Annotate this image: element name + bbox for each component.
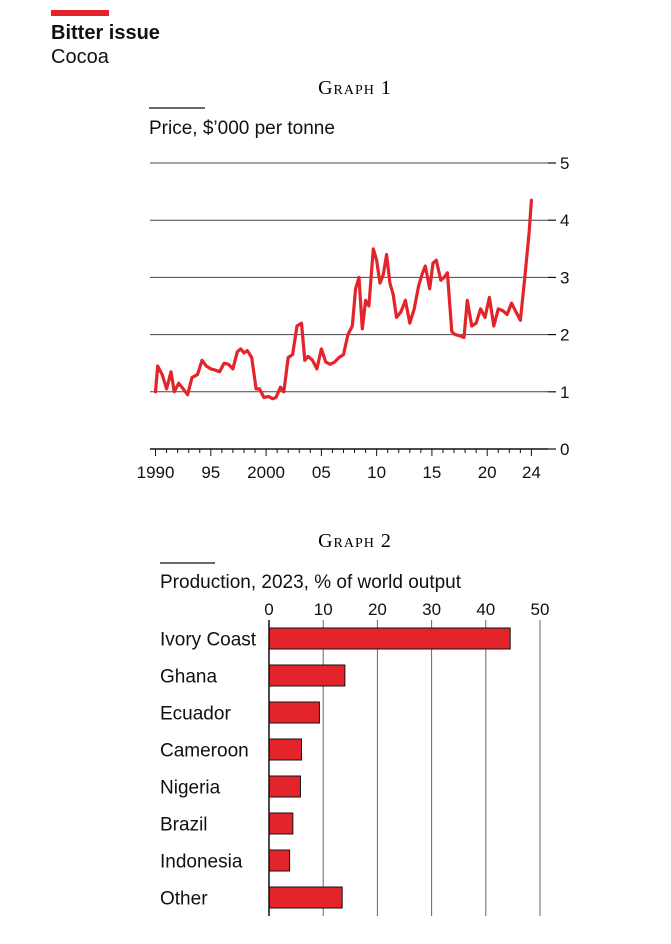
bar (268, 886, 343, 909)
x-tick-label: 0 (264, 600, 273, 619)
bar (268, 775, 301, 798)
y-tick-label: 4 (560, 211, 569, 230)
category-label: Indonesia (160, 852, 243, 873)
x-tick-label: 95 (201, 463, 220, 482)
x-tick-label: 20 (368, 600, 387, 619)
x-tick-label: 2000 (247, 463, 285, 482)
x-tick-label: 50 (531, 600, 550, 619)
category-label: Cameroon (160, 741, 249, 762)
x-tick-label: 10 (314, 600, 333, 619)
x-tick-label: 30 (422, 600, 441, 619)
price-line-chart: Graph 1 Price, $’000 per tonne 0 1 2 3 4 5 19… (137, 77, 570, 482)
accent-bar (51, 10, 109, 16)
bar (268, 701, 320, 724)
y-tick-label: 2 (560, 326, 569, 345)
category-label: Brazil (160, 815, 208, 836)
bar (268, 849, 291, 872)
x-tick-label: 24 (522, 463, 541, 482)
price-series-line (153, 198, 534, 401)
bar (268, 812, 294, 835)
x-tick-label: 10 (367, 463, 386, 482)
category-label: Ivory Coast (160, 630, 257, 651)
category-label: Nigeria (160, 778, 221, 799)
y-tick-label: 0 (560, 440, 569, 459)
graph1-ylabel: Price, $’000 per tonne (149, 118, 335, 139)
x-tick-label: 20 (478, 463, 497, 482)
bar (268, 627, 511, 650)
category-label: Other (160, 889, 208, 910)
y-tick-label: 3 (560, 268, 569, 287)
graph1-title: Graph 1 (318, 77, 392, 99)
bar (268, 664, 346, 687)
y-tick-label: 5 (560, 154, 569, 173)
y-tick-label: 1 (560, 383, 569, 402)
graph2-title: Graph 2 (318, 530, 392, 552)
x-tick-label: 40 (476, 600, 495, 619)
x-tick-label: 15 (422, 463, 441, 482)
graph2-xlabel: Production, 2023, % of world output (160, 572, 462, 593)
category-label: Ecuador (160, 704, 231, 725)
x-tick-label: 1990 (137, 463, 175, 482)
production-bar-chart: Graph 2 Production, 2023, % of world out… (160, 530, 550, 916)
page-subtitle: Cocoa (51, 46, 109, 68)
x-tick-label: 05 (312, 463, 331, 482)
bar (268, 738, 303, 761)
page-title: Bitter issue (51, 22, 160, 44)
category-label: Ghana (160, 667, 217, 688)
